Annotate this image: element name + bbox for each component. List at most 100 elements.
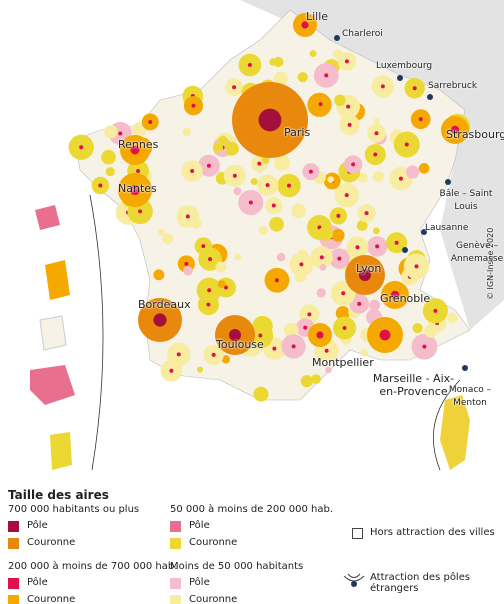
area [301,21,309,29]
area [130,145,140,155]
area [207,288,212,293]
area [291,344,296,349]
legend-item: Couronne [189,537,238,548]
swatch [8,538,19,549]
area [316,288,326,298]
area [303,325,308,330]
area [311,374,321,385]
area [342,326,347,331]
area [373,152,378,157]
area [422,344,427,349]
city-label: Lille [306,10,329,23]
area [273,154,290,171]
area [307,312,312,317]
area [319,255,324,260]
area [269,58,277,66]
legend-item: Attraction des pôles étrangers [370,572,471,594]
area [136,169,141,174]
area [357,172,368,183]
foreign-markers [334,35,468,371]
legend-item: Pôle [189,520,210,531]
city-label: Montpellier [312,356,374,369]
area [318,102,323,107]
area [324,348,329,353]
area [105,167,115,177]
area [333,49,343,60]
area [360,349,369,357]
area [153,269,165,281]
city-label: Bordeaux [138,298,191,311]
foreign-city-label: Luxembourg [376,61,433,71]
area [250,178,258,185]
area [138,209,143,214]
area [273,56,284,68]
area [364,211,369,216]
area [344,59,349,64]
area [265,183,270,188]
area [217,280,226,289]
area [355,245,360,250]
neighbors [240,0,504,330]
area [190,169,195,174]
area [418,162,430,174]
area [118,131,123,136]
area [404,142,409,147]
area [223,285,228,290]
area [283,322,299,338]
swatch [170,595,181,604]
area [176,352,181,357]
area [373,117,380,125]
city-label: Toulouse [216,338,264,351]
area [357,301,362,306]
legend-title: Taille des aires [8,488,109,502]
area [450,125,460,135]
area [319,264,327,271]
area [196,366,204,373]
area [229,329,241,341]
area [424,325,437,338]
area [273,71,288,86]
area [201,244,206,249]
area [331,228,345,242]
area [433,308,438,313]
area [390,290,400,300]
area [234,253,242,261]
area [221,355,231,364]
legend-item: Couronne [27,537,76,548]
city-label: Paris [284,126,311,139]
area [183,265,193,276]
area [211,352,216,357]
area [316,331,324,339]
area [169,368,174,373]
swatch [8,595,19,604]
area [153,313,167,327]
area [129,184,141,196]
area [232,173,237,178]
area [414,264,419,269]
area [341,291,346,296]
area [258,225,268,235]
swatch [8,521,19,532]
legend-item: Pôle [27,520,48,531]
city-label: Grenoble [380,292,431,305]
area [182,127,192,137]
legend-item: Couronne [189,594,238,604]
legend-group-title: 200 000 à moins de 700 000 hab. [8,561,178,572]
area [191,103,196,108]
legend-group-title: Moins de 50 000 habitants [170,561,304,572]
area [336,213,341,218]
area [300,375,313,388]
area [232,85,237,90]
legend-item: Pôle [27,577,48,588]
area [369,299,381,311]
area [308,169,313,174]
swatch [170,521,181,532]
area [104,125,118,139]
area [162,233,174,245]
area [334,94,346,106]
area [274,278,279,283]
map [30,0,504,471]
area [215,261,227,273]
area [148,119,153,124]
